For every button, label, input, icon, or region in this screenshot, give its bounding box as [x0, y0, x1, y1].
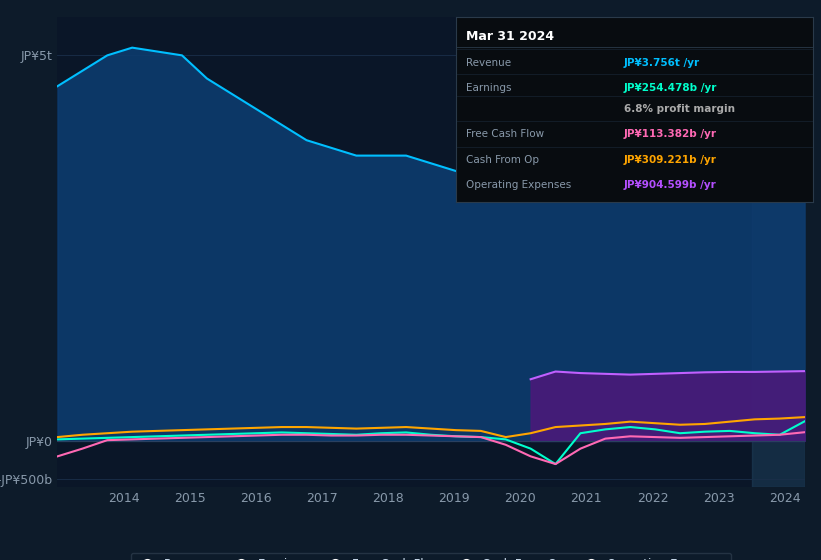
Text: JP¥254.478b /yr: JP¥254.478b /yr	[623, 83, 717, 93]
Text: Free Cash Flow: Free Cash Flow	[466, 129, 544, 139]
Text: JP¥113.382b /yr: JP¥113.382b /yr	[623, 129, 717, 139]
Text: Revenue: Revenue	[466, 58, 511, 68]
Text: Earnings: Earnings	[466, 83, 511, 93]
Text: JP¥904.599b /yr: JP¥904.599b /yr	[623, 180, 716, 190]
Text: 6.8% profit margin: 6.8% profit margin	[623, 104, 735, 114]
Text: Cash From Op: Cash From Op	[466, 155, 539, 165]
Text: JP¥3.756t /yr: JP¥3.756t /yr	[623, 58, 699, 68]
Bar	[752, 17, 805, 487]
Text: Operating Expenses: Operating Expenses	[466, 180, 571, 190]
Text: Mar 31 2024: Mar 31 2024	[466, 30, 554, 43]
Text: JP¥309.221b /yr: JP¥309.221b /yr	[623, 155, 717, 165]
Legend: Revenue, Earnings, Free Cash Flow, Cash From Op, Operating Expenses: Revenue, Earnings, Free Cash Flow, Cash …	[131, 553, 732, 560]
